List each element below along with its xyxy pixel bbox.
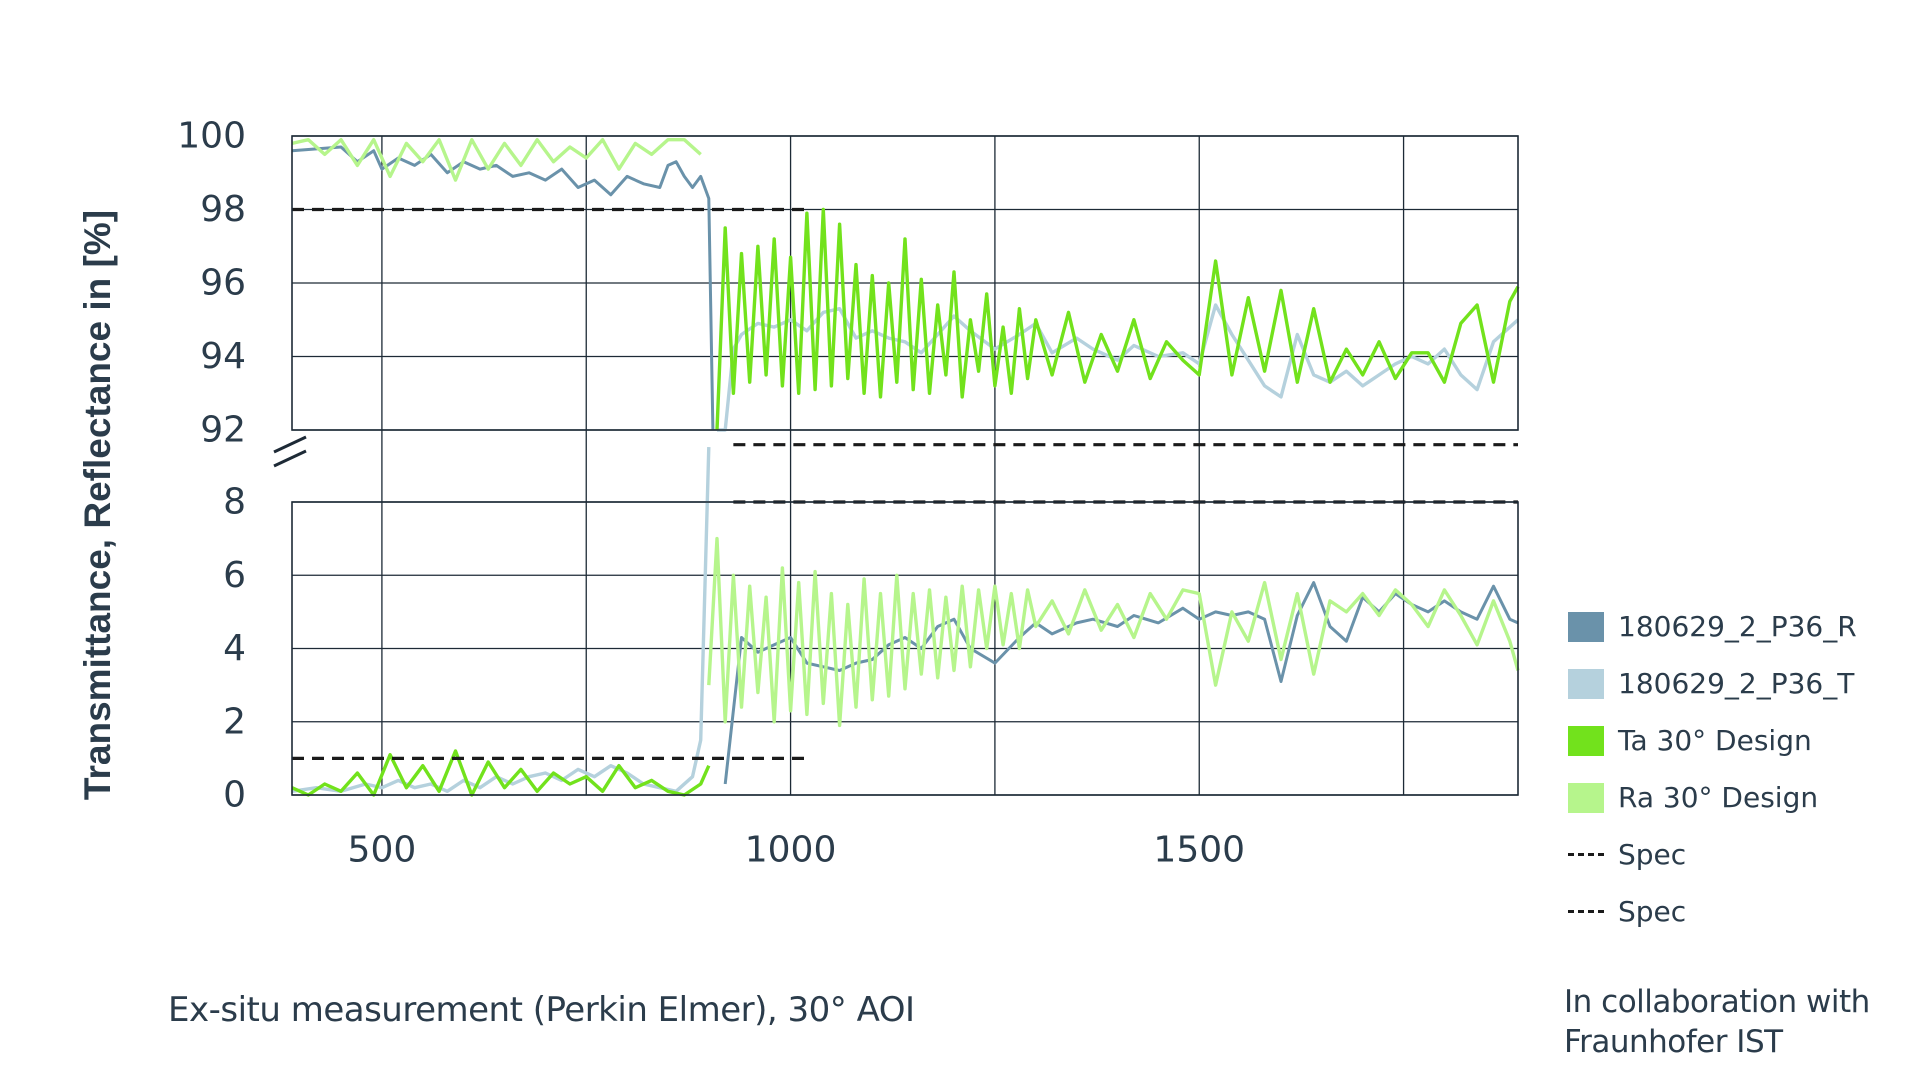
axis-break-mark <box>273 449 307 468</box>
collaboration-credit: In collaboration with Fraunhofer IST <box>1564 982 1870 1062</box>
lower-plot-frame <box>291 501 1519 796</box>
tick-label: 94 <box>200 336 246 377</box>
legend-label: Spec <box>1618 838 1687 871</box>
grid-layer <box>292 135 1518 796</box>
tick-label: 1000 <box>745 830 837 871</box>
tick-label: 4 <box>223 628 246 669</box>
legend-label: Spec <box>1618 895 1687 928</box>
series-line-1 <box>291 145 1519 785</box>
tick-label: 98 <box>200 189 246 230</box>
tick-label: 0 <box>223 775 246 816</box>
legend-label: 180629_2_P36_T <box>1618 667 1855 700</box>
legend-swatch <box>1568 782 1604 813</box>
series-line-3 <box>291 207 1520 797</box>
axis-break-mark <box>273 435 307 454</box>
tick-label: 100 <box>177 116 246 157</box>
legend-label: Ta 30° Design <box>1618 724 1812 757</box>
tick-label: 2 <box>223 701 246 742</box>
legend-item: Spec <box>1568 826 1908 883</box>
legend-swatch <box>1568 611 1604 642</box>
legend-label: Ra 30° Design <box>1618 781 1819 814</box>
legend-item: Ta 30° Design <box>1568 712 1908 769</box>
tick-label: 1500 <box>1153 830 1245 871</box>
y-axis-label: Transmittance, Reflectance in [%] <box>77 210 118 800</box>
legend-label: 180629_2_P36_R <box>1618 610 1857 643</box>
series-layer <box>291 138 1520 797</box>
series-line-4 <box>291 138 1520 728</box>
legend-swatch <box>1568 668 1604 699</box>
tick-label: 92 <box>200 410 246 451</box>
tick-label: 500 <box>348 830 417 871</box>
chart-legend: 180629_2_P36_R 180629_2_P36_T Ta 30° Desig… <box>1568 598 1908 940</box>
series-line-2 <box>291 303 1520 793</box>
measurement-note: Ex-situ measurement (Perkin Elmer), 30° … <box>168 990 915 1030</box>
tick-label: 8 <box>223 482 246 523</box>
credit-line-2: Fraunhofer IST <box>1564 1024 1783 1060</box>
frame-layer <box>273 135 1519 796</box>
legend-swatch <box>1568 853 1604 856</box>
legend-item: Ra 30° Design <box>1568 769 1908 826</box>
legend-swatch <box>1568 910 1604 913</box>
legend-item: 180629_2_P36_T <box>1568 655 1908 712</box>
legend-swatch <box>1568 725 1604 756</box>
credit-line-1: In collaboration with <box>1564 984 1870 1020</box>
legend-item: Spec <box>1568 883 1908 940</box>
tick-label: 6 <box>223 555 246 596</box>
upper-plot-frame <box>291 135 1519 431</box>
legend-item: 180629_2_P36_R <box>1568 598 1908 655</box>
tick-label: 96 <box>200 263 246 304</box>
